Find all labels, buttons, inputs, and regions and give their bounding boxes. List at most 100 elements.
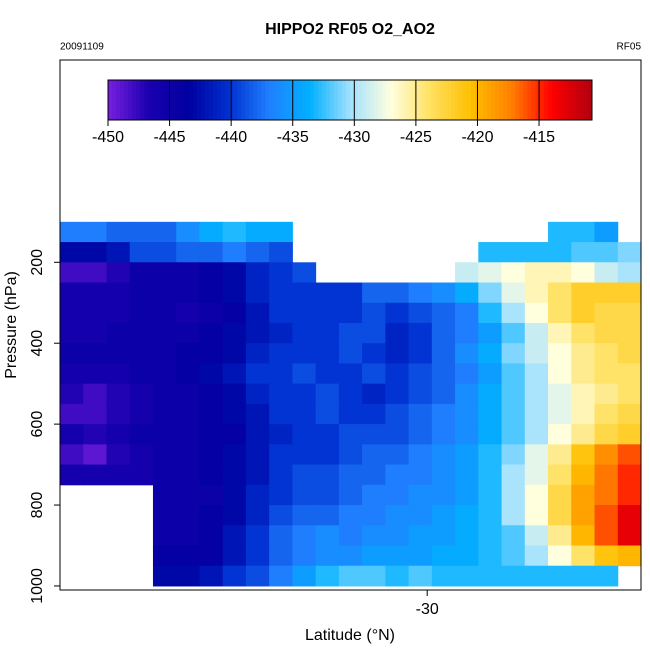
heatmap-cell	[176, 424, 200, 445]
colorbar-segment	[132, 80, 137, 120]
heatmap-cell	[269, 363, 293, 385]
heatmap-cell	[548, 221, 572, 243]
colorbar-segment	[212, 80, 218, 120]
heatmap-cell	[222, 322, 247, 344]
heatmap-cell	[408, 282, 433, 304]
colorbar-segment	[438, 80, 444, 120]
heatmap-cell	[60, 424, 84, 445]
heatmap-cell	[594, 424, 619, 445]
heatmap-cell	[408, 343, 433, 364]
heatmap-cell	[408, 484, 433, 506]
heatmap-cell	[222, 484, 247, 506]
chart-title: HIPPO2 RF05 O2_AO2	[265, 21, 435, 38]
colorbar-segment	[237, 80, 242, 120]
heatmap-cell	[199, 383, 224, 405]
colorbar-segment	[539, 80, 545, 120]
colorbar-segment	[128, 80, 133, 120]
heatmap-cell	[501, 484, 526, 506]
colorbar-segment	[523, 80, 528, 120]
heatmap-cell	[478, 282, 503, 304]
heatmap-cell	[455, 383, 479, 405]
heatmap-cell	[129, 424, 154, 445]
heatmap-cell	[362, 464, 386, 486]
heatmap-cell	[571, 242, 596, 263]
heatmap-cell	[548, 505, 572, 526]
heatmap-cell	[524, 363, 549, 385]
colorbar-segment	[305, 80, 311, 120]
heatmap-cell	[501, 282, 526, 304]
heatmap-cell	[245, 221, 270, 243]
heatmap-cell	[245, 343, 270, 364]
heatmap-cell	[106, 343, 131, 364]
heatmap-cell	[269, 322, 293, 344]
heatmap-cell	[455, 282, 479, 304]
y-tick-label: 1000	[29, 568, 46, 604]
heatmap-cell	[524, 242, 549, 263]
heatmap-cell	[501, 403, 526, 425]
colorbar-segment	[362, 80, 367, 120]
heatmap-cell	[408, 403, 433, 425]
colorbar-segment	[479, 80, 484, 120]
heatmap-cell	[594, 383, 619, 405]
heatmap-cell	[292, 383, 317, 405]
heatmap-cell	[60, 282, 84, 304]
heatmap-cell	[199, 221, 224, 243]
heatmap-cell	[176, 242, 200, 263]
heatmap-cell	[338, 282, 363, 304]
heatmap-cell	[617, 464, 642, 486]
heatmap-cell	[571, 363, 596, 385]
heatmap-cell	[501, 343, 526, 364]
heatmap-cell	[408, 424, 433, 445]
heatmap-cell	[245, 363, 270, 385]
heatmap-cell	[571, 424, 596, 445]
heatmap-cell	[385, 464, 410, 486]
heatmap-cell	[269, 282, 293, 304]
heatmap-cell	[594, 505, 619, 526]
heatmap-cell	[524, 302, 549, 324]
heatmap-cell	[269, 525, 293, 546]
heatmap-cell	[548, 262, 572, 284]
heatmap-cell	[222, 424, 247, 445]
heatmap-cell	[315, 282, 340, 304]
colorbar-segment	[398, 80, 403, 120]
heatmap-cell	[548, 302, 572, 324]
heatmap-cell	[594, 444, 619, 466]
colorbar-segment	[273, 80, 278, 120]
colorbar-segment	[345, 80, 351, 120]
colorbar-segment	[216, 80, 222, 120]
colorbar-segment	[422, 80, 428, 120]
colorbar-segment	[204, 80, 210, 120]
colorbar-segment	[350, 80, 355, 120]
colorbar-segment	[192, 80, 198, 120]
heatmap-cell	[292, 505, 317, 526]
heatmap-cell	[83, 464, 107, 486]
colorbar-segment	[382, 80, 387, 120]
heatmap-cell	[455, 403, 479, 425]
heatmap-cell	[478, 505, 503, 526]
colorbar-segment	[337, 80, 343, 120]
colorbar-segment	[567, 80, 573, 120]
heatmap-cell	[385, 343, 410, 364]
heatmap-cell	[431, 343, 456, 364]
heatmap-cell	[269, 343, 293, 364]
heatmap-cell	[152, 484, 177, 506]
colorbar-segment	[483, 80, 488, 120]
heatmap-cell	[385, 282, 410, 304]
heatmap-cell	[269, 424, 293, 445]
colorbar-segment	[253, 80, 258, 120]
heatmap-cell	[129, 343, 154, 364]
heatmap-cell	[478, 424, 503, 445]
heatmap-cell	[315, 424, 340, 445]
colorbar-tick-label: -445	[154, 129, 186, 146]
heatmap-cell	[152, 464, 177, 486]
heatmap-cell	[83, 302, 107, 324]
heatmap-cell	[362, 545, 386, 567]
heatmap-cell	[245, 383, 270, 405]
heatmap-cell	[408, 444, 433, 466]
heatmap-cell	[338, 363, 363, 385]
heatmap-cell	[478, 525, 503, 546]
heatmap-cell	[129, 322, 154, 344]
heatmap-cell	[617, 444, 642, 466]
heatmap-cell	[315, 403, 340, 425]
heatmap-cell	[455, 505, 479, 526]
